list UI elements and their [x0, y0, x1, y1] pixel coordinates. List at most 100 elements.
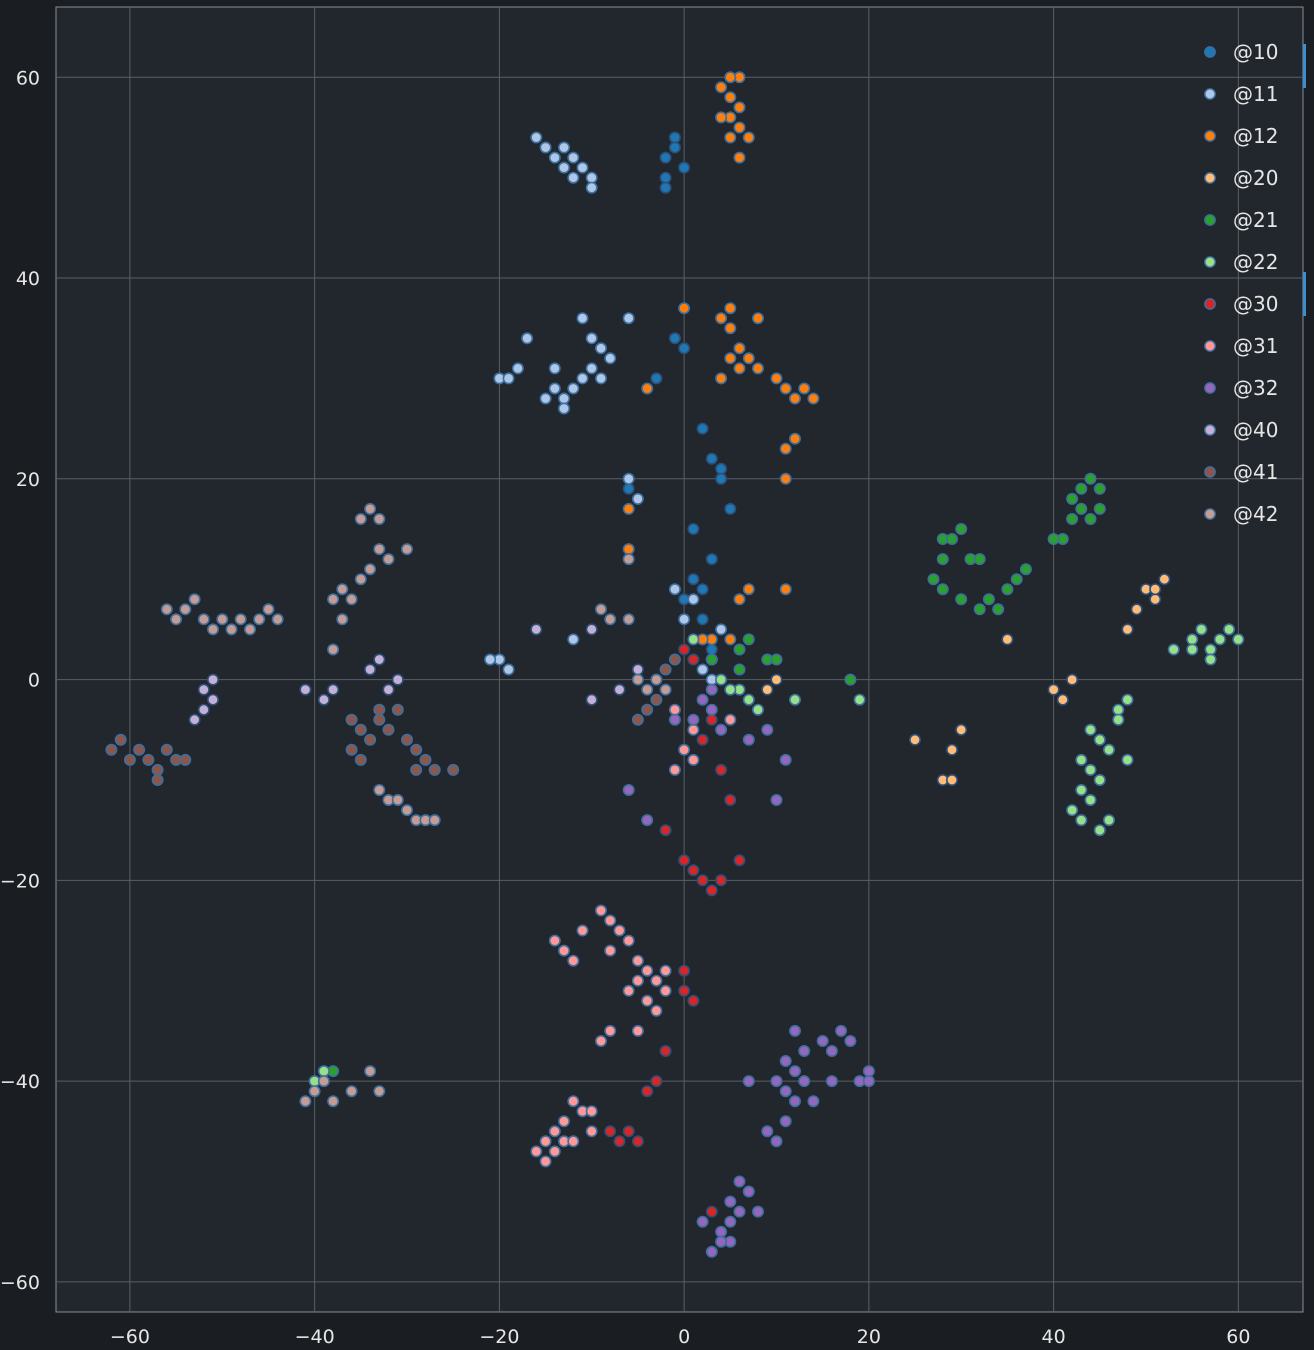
data-point-at42 [299, 1095, 312, 1108]
data-point-at21 [1093, 482, 1106, 495]
data-point-at21 [1047, 532, 1060, 545]
data-point-at21 [936, 583, 949, 596]
data-point-at41 [659, 663, 672, 676]
data-point-at11 [631, 492, 644, 505]
data-point-at11 [668, 583, 681, 596]
data-point-at10 [696, 583, 709, 596]
data-point-at12 [807, 392, 820, 405]
data-point-at41 [142, 753, 155, 766]
data-point-at41 [160, 743, 173, 756]
data-point-at31 [659, 964, 672, 977]
data-point-at22 [1075, 783, 1088, 796]
legend-label: @32 [1233, 376, 1278, 400]
data-point-at21 [945, 532, 958, 545]
data-point-at42 [622, 613, 635, 626]
data-point-at10 [659, 151, 672, 164]
scrollbar-thumb-top[interactable] [1303, 44, 1306, 88]
data-point-at22 [1103, 814, 1116, 827]
y-tick-label: −20 [0, 870, 40, 892]
data-point-at22 [788, 693, 801, 706]
data-point-at12 [715, 111, 728, 124]
data-point-at42 [271, 613, 284, 626]
data-point-at32 [862, 1065, 875, 1078]
data-point-at11 [557, 402, 570, 415]
data-point-at42 [373, 543, 386, 556]
data-point-at41 [151, 763, 164, 776]
data-point-at31 [668, 763, 681, 776]
data-point-at10 [687, 522, 700, 535]
legend-marker [1204, 340, 1216, 352]
data-point-at12 [798, 382, 811, 395]
data-point-at30 [705, 713, 718, 726]
data-point-at11 [585, 362, 598, 375]
data-point-at31 [567, 954, 580, 967]
x-tick-label: −60 [110, 1326, 150, 1348]
data-point-at42 [604, 613, 617, 626]
data-point-at22 [1204, 643, 1217, 656]
data-point-at40 [530, 623, 543, 636]
data-point-at41 [114, 733, 127, 746]
data-point-at42 [428, 814, 441, 827]
data-point-at21 [973, 553, 986, 566]
data-point-at20 [1056, 693, 1069, 706]
data-point-at31 [557, 944, 570, 957]
data-point-at41 [400, 733, 413, 746]
data-point-at22 [1084, 723, 1097, 736]
data-point-at32 [761, 1125, 774, 1138]
data-point-at11 [521, 332, 534, 345]
data-point-at30 [641, 1085, 654, 1098]
data-point-at32 [788, 1065, 801, 1078]
data-point-at20 [770, 673, 783, 686]
data-point-at11 [530, 131, 543, 144]
data-point-at31 [687, 753, 700, 766]
data-point-at30 [650, 1075, 663, 1088]
data-point-at31 [604, 914, 617, 927]
data-point-at31 [585, 1125, 598, 1138]
data-point-at21 [1001, 583, 1014, 596]
legend-label: @11 [1233, 82, 1278, 106]
data-point-at31 [631, 954, 644, 967]
data-point-at12 [724, 131, 737, 144]
data-point-at10 [622, 482, 635, 495]
data-point-at42 [327, 593, 340, 606]
data-point-at32 [705, 1245, 718, 1258]
data-point-at32 [788, 1095, 801, 1108]
data-point-at30 [696, 733, 709, 746]
data-point-at32 [715, 723, 728, 736]
data-point-at41 [345, 743, 358, 756]
data-point-at42 [364, 1065, 377, 1078]
data-point-at10 [659, 171, 672, 184]
data-point-at12 [742, 352, 755, 365]
data-point-at31 [557, 1115, 570, 1128]
data-point-at42 [336, 583, 349, 596]
data-point-at42 [354, 573, 367, 586]
data-point-at11 [594, 342, 607, 355]
data-point-at12 [724, 322, 737, 335]
data-point-at22 [687, 633, 700, 646]
data-point-at41 [133, 743, 146, 756]
data-point-at12 [770, 372, 783, 385]
legend-label: @41 [1233, 460, 1278, 484]
data-point-at32 [825, 1045, 838, 1058]
data-point-at12 [678, 302, 691, 315]
data-point-at42 [216, 613, 229, 626]
data-point-at31 [539, 1155, 552, 1168]
data-point-at21 [733, 643, 746, 656]
data-point-at12 [641, 382, 654, 395]
data-point-at32 [835, 1024, 848, 1037]
data-point-at22 [715, 673, 728, 686]
data-point-at41 [105, 743, 118, 756]
data-point-at12 [733, 151, 746, 164]
data-point-at12 [715, 372, 728, 385]
data-point-at11 [548, 151, 561, 164]
scrollbar-thumb-mid[interactable] [1303, 272, 1306, 316]
data-point-at42 [650, 673, 663, 686]
data-point-at30 [705, 884, 718, 897]
data-point-at42 [244, 623, 257, 636]
data-point-at22 [1093, 824, 1106, 837]
data-point-at21 [1075, 482, 1088, 495]
data-point-at40 [631, 663, 644, 676]
data-point-at11 [502, 663, 515, 676]
data-point-at22 [1093, 773, 1106, 786]
data-point-at42 [345, 593, 358, 606]
